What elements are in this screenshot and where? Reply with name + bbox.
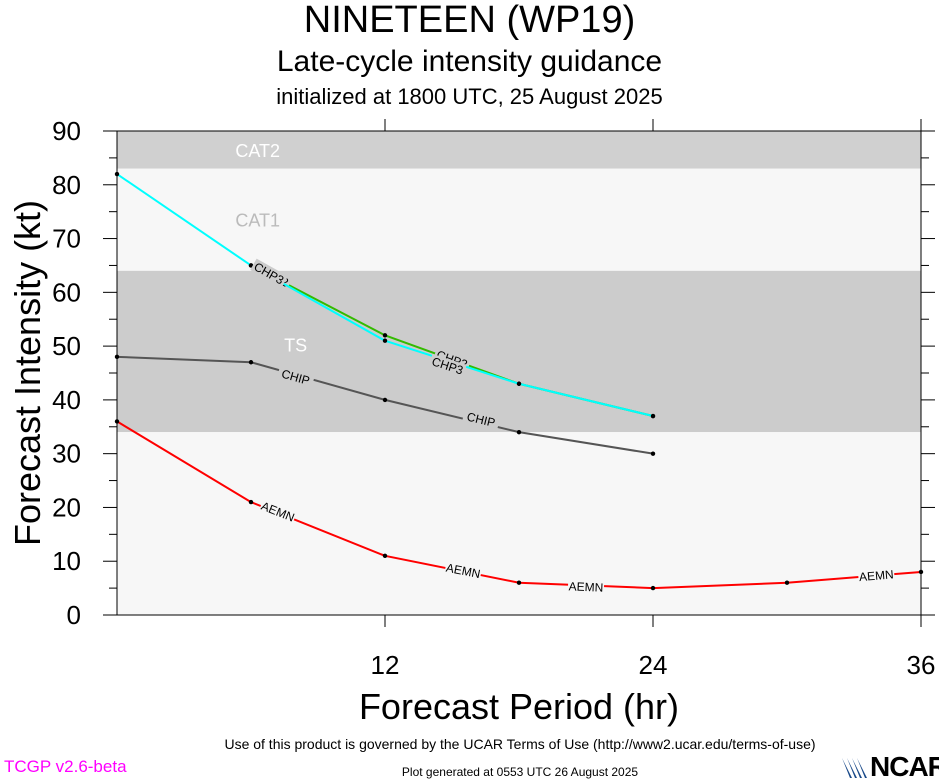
series-label-bg [276,365,315,388]
x-tick-label: 36 [907,650,936,680]
y-tick-label: 0 [67,600,81,630]
data-point [382,338,388,343]
y-tick-label: 80 [52,170,81,200]
ncar-logo-text: NCAR [870,751,939,782]
y-tick-label: 50 [52,331,81,361]
series-label-bg [857,567,895,584]
series-label: AEMN [445,561,482,582]
ncar-swoosh-icon [842,758,867,778]
y-tick-label: 40 [52,385,81,415]
y-tick-label: 30 [52,439,81,469]
data-point [784,580,790,585]
y-axis-label: Forecast Intensity (kt) [7,200,48,546]
data-point [516,580,522,585]
y-tick-label: 90 [52,116,81,146]
intensity-band [117,270,921,433]
x-tick-label: 24 [639,650,668,680]
band-label: CAT2 [235,141,280,161]
terms-of-use-note: Use of this product is governed by the U… [224,736,816,752]
chart-title: NINETEEN (WP19) [303,0,636,41]
intensity-band [117,131,921,169]
x-tick-label: 12 [371,650,400,680]
y-tick-label: 60 [52,277,81,307]
data-point [650,413,656,419]
data-point [650,451,656,456]
band-label: CAT1 [235,211,280,231]
y-tick-label: 20 [52,492,81,522]
data-point [918,569,924,575]
data-point [650,585,656,591]
data-point [248,263,254,268]
chart-subtitle: Late-cycle intensity guidance [276,45,663,78]
series-label-bg [250,258,288,288]
series-label: CHIP [465,410,496,430]
data-point [248,499,254,505]
data-point [516,429,522,435]
series-label-bg [567,579,605,594]
version-label: TCGP v2.6-beta [4,757,127,776]
data-point [382,397,388,403]
ncar-logo: NCAR [840,751,939,782]
data-point [114,419,120,424]
data-point [248,360,254,365]
intensity-band [117,168,921,271]
series-label: AEMN [858,567,894,584]
series-label-bg [428,353,467,378]
series-label-bg [444,560,483,581]
y-tick-label: 70 [52,224,81,254]
series-label: AEMN [568,579,603,594]
series-label-bg [258,498,298,525]
data-point [382,553,388,559]
intensity-band [117,432,921,615]
series-label-bg [462,408,501,430]
generated-timestamp: Plot generated at 0553 UTC 26 August 202… [401,765,639,779]
data-point [516,381,522,386]
band-label: TS [284,335,307,355]
init-time: initialized at 1800 UTC, 25 August 2025 [276,84,663,109]
data-point [382,333,388,338]
y-tick-label: 10 [52,546,81,576]
data-point [114,171,120,177]
x-axis-label: Forecast Period (hr) [359,686,679,727]
data-point [114,354,120,360]
